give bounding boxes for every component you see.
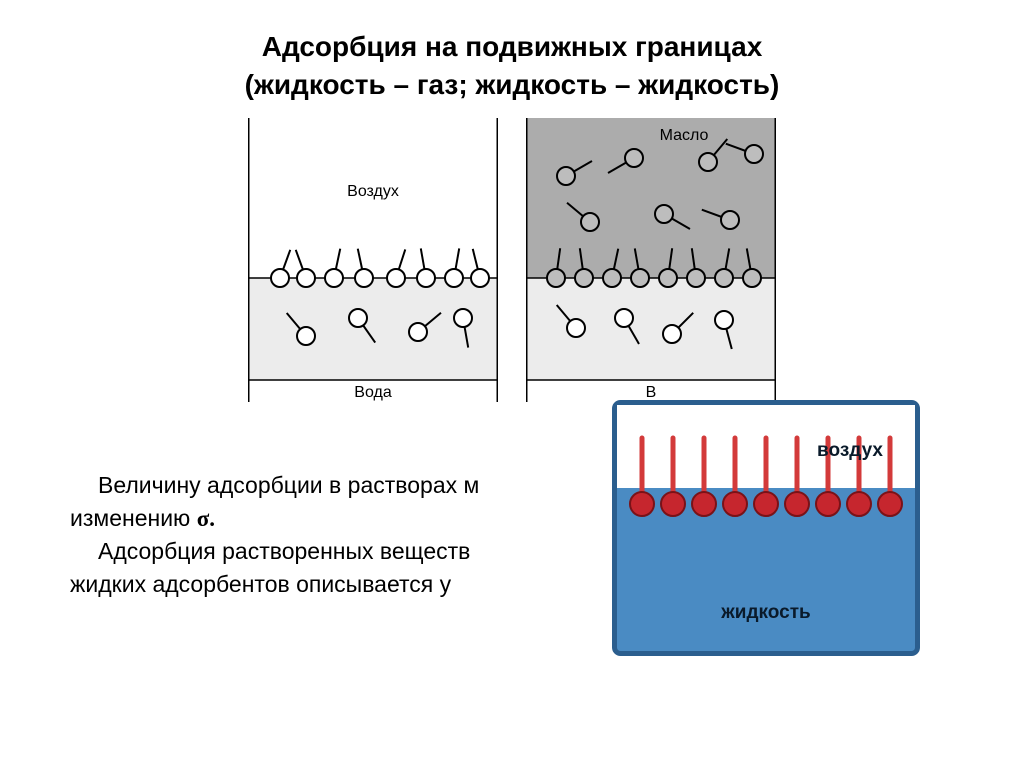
page-title: Адсорбция на подвижных границах (жидкост… [0,0,1024,114]
panel-a-wrap: а ВоздухВода [248,118,498,402]
overlay-svg: воздух жидкость [612,400,920,656]
svg-text:В: В [646,384,657,401]
svg-text:Масло: Масло [660,127,709,144]
svg-text:Воздух: Воздух [347,183,399,200]
svg-text:воздух: воздух [817,440,883,461]
sigma-symbol: σ. [197,506,215,531]
svg-text:жидкость: жидкость [720,602,810,623]
panel-a: Воздух Вода [248,118,498,402]
body-p1-a: Величину адсорбции в растворах м [98,472,479,498]
diagram-row: а ВоздухВода б МаслоВ [0,118,1024,402]
title-line-1: Адсорбция на подвижных границах [40,28,984,66]
body-p2-a: изменению [70,505,197,531]
panel-b: Масло В [526,118,776,402]
title-line-2: (жидкость – газ; жидкость – жидкость) [40,66,984,104]
panel-b-svg: Масло В [526,118,776,402]
svg-text:Вода: Вода [354,384,392,401]
panel-b-wrap: б МаслоВ [526,118,776,402]
overlay-diagram: воздух жидкость [612,400,920,656]
panel-a-svg: Воздух Вода [248,118,498,402]
body-p3-text: Адсорбция растворенных веществ [98,538,470,564]
body-p4-a: жидких адсорбентов описывается у [70,571,451,597]
